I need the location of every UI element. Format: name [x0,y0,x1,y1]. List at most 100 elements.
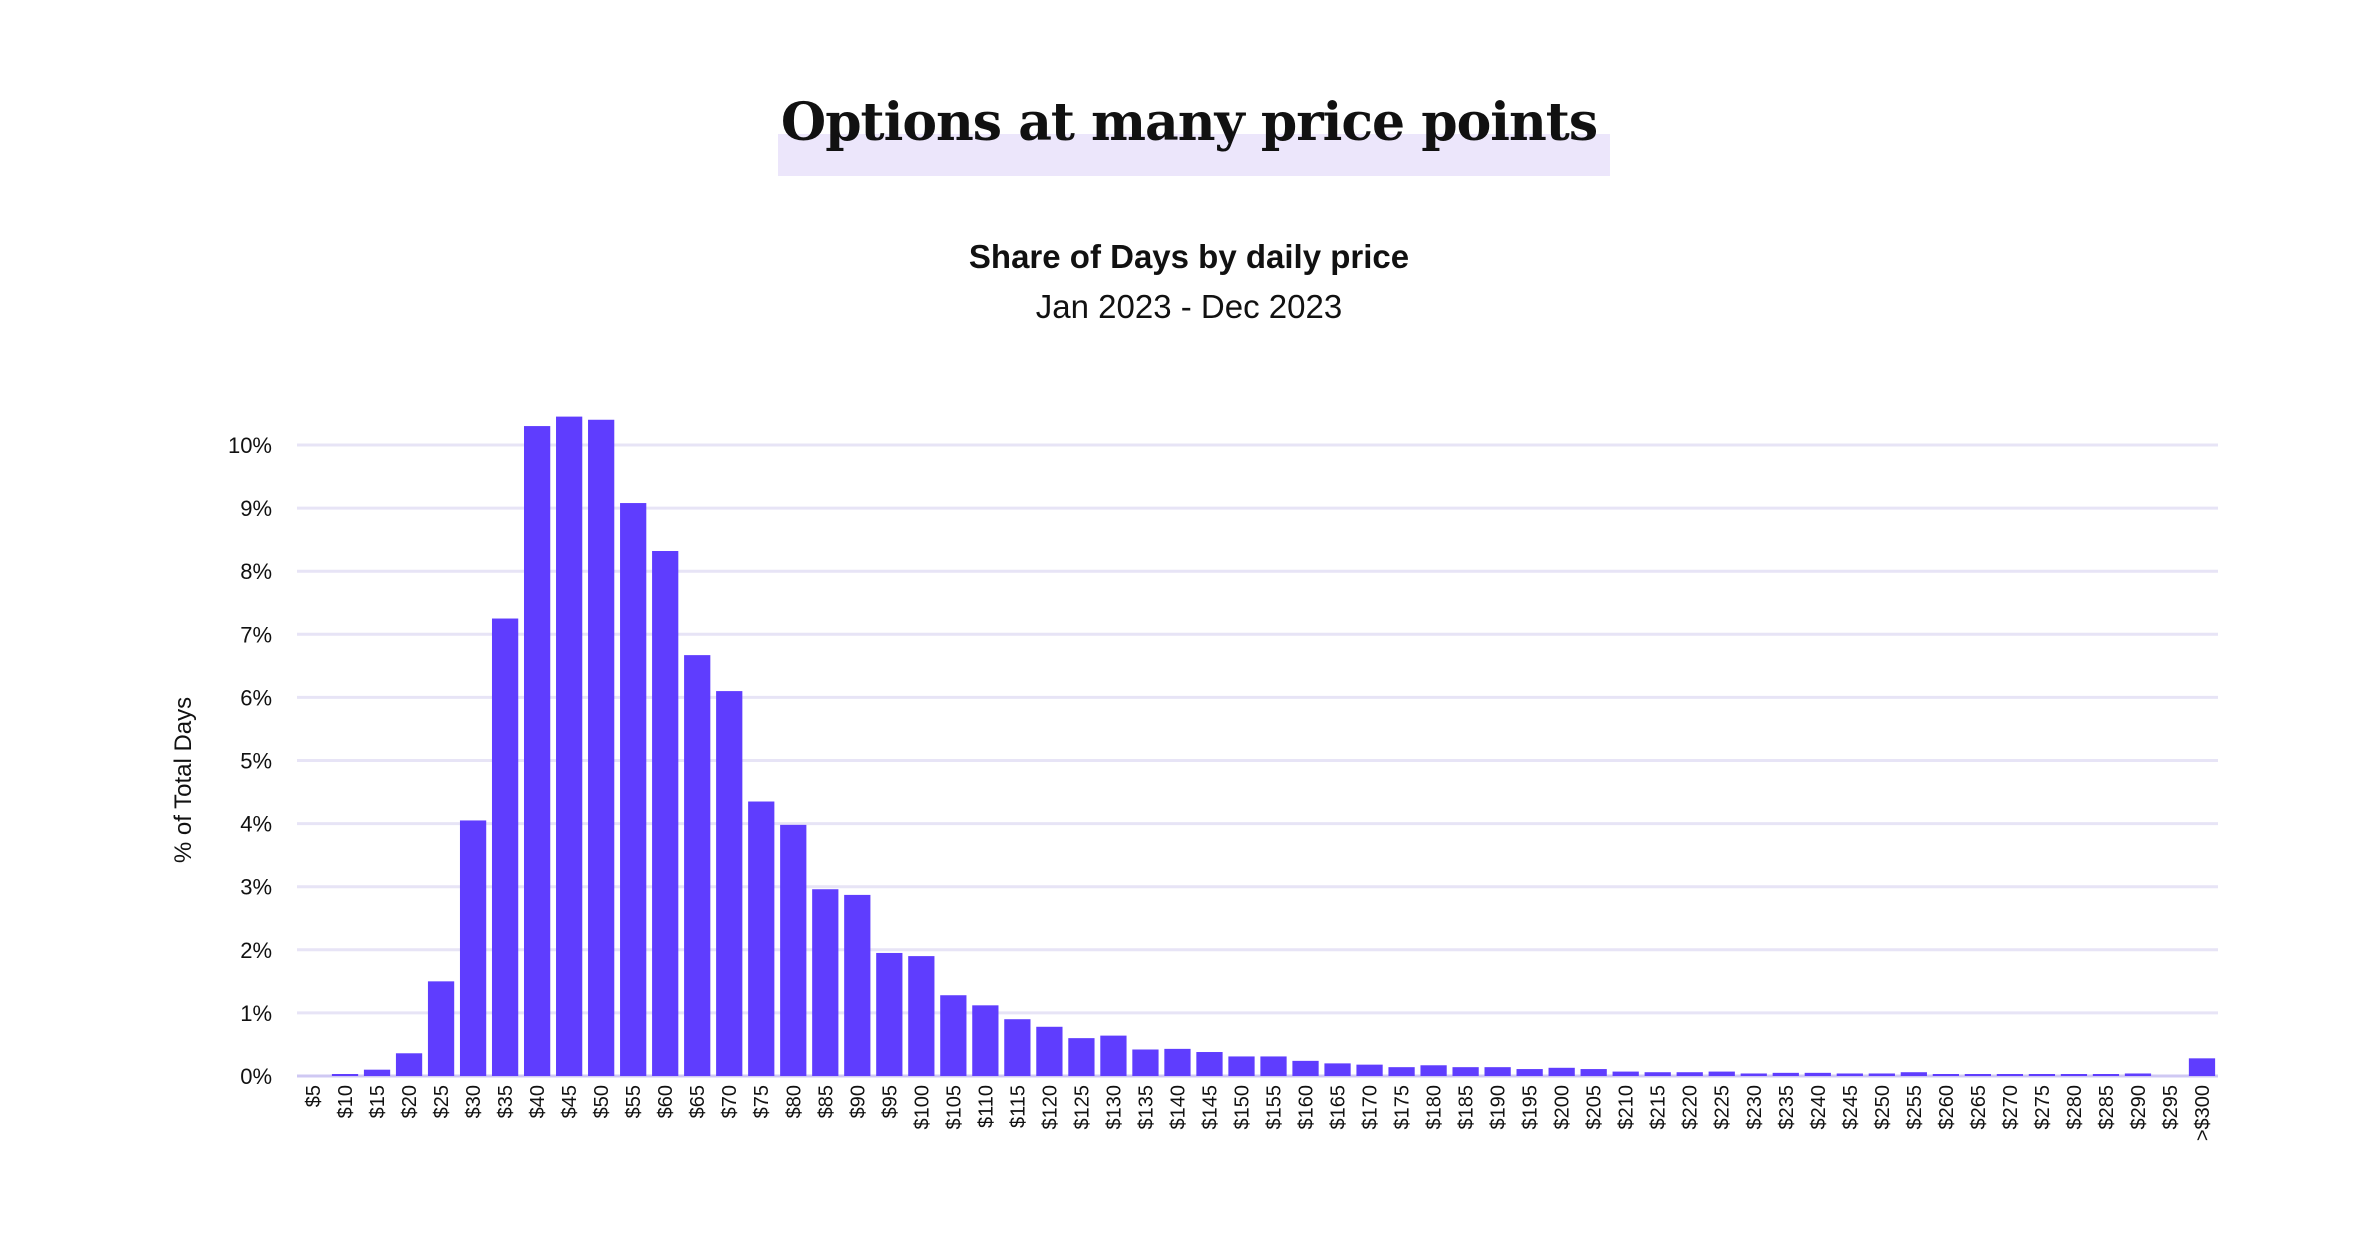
x-tick-label: $290 [2128,1085,2150,1130]
bar [1516,1069,1543,1076]
x-tick-label: $190 [1488,1085,1510,1130]
y-tick-label: 2% [240,938,272,963]
x-tick-label: $200 [1552,1085,1574,1130]
bar [331,1074,359,1076]
bar [427,981,455,1076]
y-tick-label: 10% [228,433,272,458]
bar [908,956,935,1076]
bar [1548,1067,1575,1076]
bar [2060,1074,2088,1076]
headline-block: Options at many price points [0,92,2378,182]
bar [1260,1056,1287,1076]
bar [652,551,679,1076]
bar [1900,1072,1927,1076]
bar [491,618,519,1076]
x-tick-label: $120 [1039,1085,1061,1130]
bar [684,655,711,1076]
bar [2028,1074,2056,1076]
x-tick-label: >$300 [2192,1085,2214,1141]
bar [1868,1073,1895,1076]
bar [844,894,871,1076]
x-tick-label: $105 [943,1085,965,1130]
bar [1196,1052,1223,1076]
bar [780,824,807,1076]
x-tick-label: $20 [399,1085,421,1118]
bar [363,1069,391,1076]
y-tick-label: 3% [240,875,272,900]
headline-highlight [778,134,1610,176]
x-tick-label: $285 [2096,1085,2118,1130]
bar [2124,1073,2152,1076]
x-tick-label: $205 [1584,1085,1606,1130]
bar [1580,1069,1607,1076]
x-tick-label: $80 [783,1085,805,1118]
x-tick-label: $95 [879,1085,901,1118]
bar [1804,1072,1831,1076]
bar [972,1005,999,1076]
x-tick-label: $15 [367,1085,389,1118]
x-tick-label: $175 [1392,1085,1414,1130]
bar [1388,1067,1415,1076]
y-tick-label: 8% [240,559,272,584]
x-tick-label: $275 [2032,1085,2054,1130]
y-tick-label: 4% [240,812,272,837]
x-tick-label: $65 [687,1085,709,1118]
gridlines [297,443,2218,1078]
x-tick-label: $100 [911,1085,933,1130]
bar [459,820,487,1076]
x-tick-label: $50 [591,1085,613,1118]
x-tick-label: $195 [1520,1085,1542,1130]
x-tick-label: $170 [1360,1085,1382,1130]
x-tick-label: $60 [655,1085,677,1118]
y-tick-label: 0% [240,1064,272,1089]
bar [1484,1067,1511,1076]
bar [1036,1026,1063,1076]
x-tick-label: $75 [751,1085,773,1118]
x-tick-label: $70 [719,1085,741,1118]
bar [748,801,775,1076]
y-tick-label: 1% [240,1001,272,1026]
bar [2092,1074,2120,1076]
x-tick-label: $295 [2160,1085,2182,1130]
bar [1996,1074,2024,1076]
bar [1612,1071,1639,1076]
x-tick-label: $260 [1936,1085,1958,1130]
bar [1644,1072,1671,1076]
bar [1292,1060,1319,1076]
y-tick-label: 5% [240,749,272,774]
x-tick-label: $115 [1007,1085,1029,1128]
y-axis-ticks: 0% 1% 2% 3% 4% 5% 6% 7% 8% 9% 10% [228,433,272,1089]
page-headline: Options at many price points [780,92,1598,153]
bar [1420,1065,1447,1076]
x-tick-label: $265 [1968,1085,1990,1130]
x-tick-label: $145 [1199,1085,1221,1130]
x-tick-label: $25 [431,1085,453,1118]
bar [1772,1072,1799,1076]
x-tick-label: $245 [1840,1085,1862,1130]
bar [1068,1038,1095,1076]
bar [2188,1058,2216,1076]
x-tick-label: $135 [1135,1085,1157,1130]
bar [1676,1072,1703,1076]
x-tick-label: $220 [1680,1085,1702,1130]
x-tick-label: $125 [1071,1085,1093,1130]
x-tick-label: $40 [527,1085,549,1118]
bar [620,503,647,1076]
y-tick-label: 6% [240,685,272,710]
y-tick-label: 9% [240,496,272,521]
bar [1100,1035,1127,1076]
x-tick-label: $150 [1231,1085,1253,1130]
bar [876,952,903,1076]
bar [1452,1067,1479,1076]
x-tick-label: $165 [1328,1085,1350,1130]
x-tick-label: $225 [1712,1085,1734,1130]
x-tick-label: $255 [1904,1085,1926,1130]
bar [1324,1063,1351,1076]
x-tick-label: $270 [2000,1085,2022,1130]
y-axis-label: % of Total Days [170,697,197,863]
x-tick-label: $5 [303,1085,325,1107]
x-axis-ticks: $5 $10 $15 $20 $25 $30 $35 $40 $45 $50 $55 $60 $65 $7… [303,1085,2214,1141]
x-tick-label: $230 [1744,1085,1766,1130]
bar [940,995,967,1076]
